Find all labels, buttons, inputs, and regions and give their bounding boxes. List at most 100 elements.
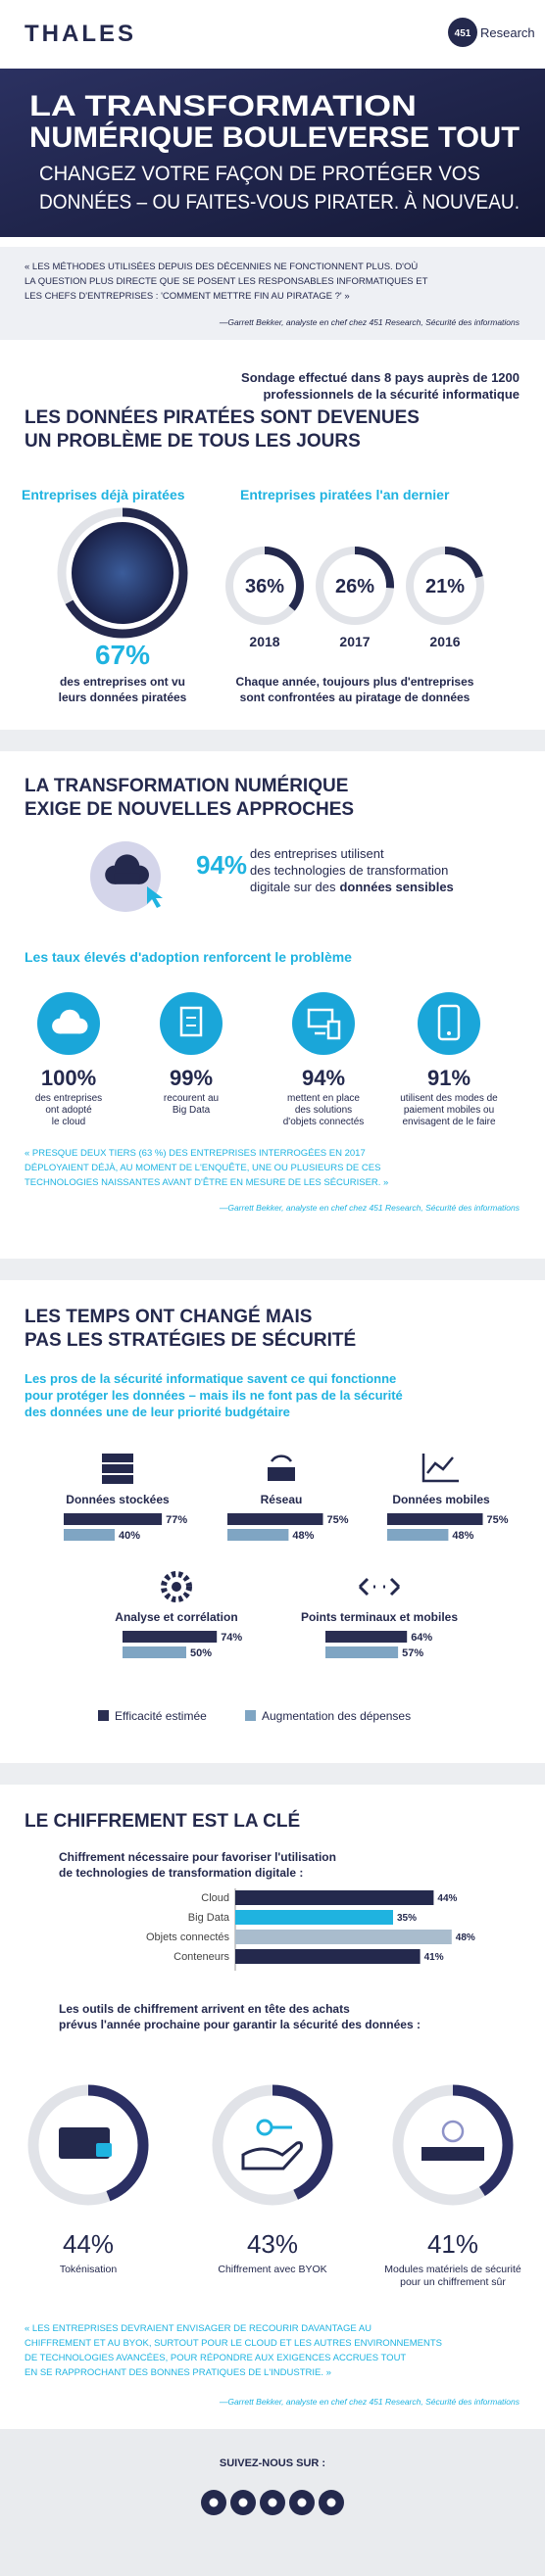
bar-label: 64% bbox=[411, 1632, 432, 1644]
adoption-caption: utilisent des modes de bbox=[400, 1093, 498, 1104]
year-label: 2017 bbox=[339, 634, 370, 649]
icon bbox=[421, 1454, 459, 1483]
bar bbox=[227, 1529, 289, 1541]
subtitle: DONNÉES – OU FAITES-VOUS PIRATER. À NOUV… bbox=[39, 191, 520, 214]
section-heading: LE CHIFFREMENT EST LA CLÉ bbox=[25, 1810, 300, 1832]
divider bbox=[0, 1259, 545, 1280]
quote-line: LES CHEFS D'ENTREPRISES : 'COMMENT METTR… bbox=[25, 291, 350, 302]
partner-badge-text: 451 bbox=[455, 28, 471, 39]
bar bbox=[235, 1890, 434, 1905]
bar bbox=[123, 1646, 186, 1658]
legend-swatch bbox=[245, 1710, 256, 1721]
sub-heading: Entreprises déjà piratées bbox=[22, 487, 185, 502]
bar bbox=[235, 1910, 393, 1925]
section-heading: LA TRANSFORMATION NUMÉRIQUE bbox=[25, 775, 348, 796]
quote-line: « LES ENTREPRISES DEVRAIENT ENVISAGER DE… bbox=[25, 2323, 372, 2334]
bar-label: 48% bbox=[456, 1932, 475, 1943]
section-heading: LES DONNÉES PIRATÉES SONT DEVENUES bbox=[25, 406, 420, 428]
quote-source: —Garrett Bekker, analyste en chef chez 4… bbox=[219, 1203, 520, 1213]
bar-label: 75% bbox=[487, 1514, 509, 1526]
quote-line: CHIFFREMENT ET AU BYOK, SURTOUT POUR LE … bbox=[25, 2338, 442, 2349]
bar-label: 77% bbox=[166, 1514, 187, 1526]
adoption-caption: des entreprises bbox=[35, 1093, 102, 1104]
donut-arc bbox=[27, 2084, 149, 2206]
section-heading: EXIGE DE NOUVELLES APPROCHES bbox=[25, 799, 354, 820]
icon bbox=[268, 1467, 295, 1481]
quote-line: « PRESQUE DEUX TIERS (63 %) DES ENTREPRI… bbox=[25, 1148, 366, 1159]
bar-label: 41% bbox=[424, 1952, 444, 1963]
bar-label: 48% bbox=[292, 1530, 314, 1542]
intro-text: des données une de leur priorité budgéta… bbox=[25, 1405, 290, 1419]
bar-label: 50% bbox=[190, 1647, 212, 1659]
bar-label: 35% bbox=[397, 1913, 417, 1924]
bar bbox=[235, 1930, 452, 1944]
section-heading: PAS LES STRATÉGIES DE SÉCURITÉ bbox=[25, 1329, 356, 1351]
donut-arc bbox=[406, 547, 484, 625]
adoption-caption: envisagent de le faire bbox=[402, 1117, 496, 1127]
survey-note: professionnels de la sécurité informatiq… bbox=[263, 387, 520, 402]
chart-title: de technologies de transformation digita… bbox=[59, 1866, 303, 1880]
icon bbox=[358, 1577, 401, 1597]
icon-bg bbox=[160, 992, 223, 1055]
bar-label: 48% bbox=[452, 1530, 473, 1542]
bar bbox=[387, 1513, 483, 1525]
partner-badge bbox=[448, 18, 477, 47]
donut-label: 36% bbox=[245, 576, 284, 597]
adoption-caption: des solutions bbox=[295, 1105, 352, 1116]
banner bbox=[0, 69, 545, 237]
year-label: 2016 bbox=[429, 634, 460, 649]
social-glyph bbox=[238, 2498, 248, 2507]
bar bbox=[387, 1529, 449, 1541]
adoption-caption: mettent en place bbox=[287, 1093, 360, 1104]
social-glyph bbox=[209, 2498, 219, 2507]
icon-bg bbox=[292, 992, 355, 1055]
icon bbox=[147, 886, 163, 908]
category-label: Analyse et corrélation bbox=[115, 1610, 237, 1624]
quote-line: TECHNOLOGIES NAISSANTES AVANT D'ÊTRE EN … bbox=[25, 1177, 388, 1188]
survey-note: Sondage effectué dans 8 pays auprès de 1… bbox=[241, 370, 520, 385]
partner-name: Research bbox=[480, 25, 535, 40]
icon bbox=[172, 1582, 181, 1592]
title: LA TRANSFORMATION bbox=[29, 90, 417, 122]
bar-label: 75% bbox=[327, 1514, 349, 1526]
bar bbox=[227, 1513, 323, 1525]
legend-label: Efficacité estimée bbox=[115, 1709, 207, 1723]
intro-text: Les pros de la sécurité informatique sav… bbox=[25, 1371, 396, 1386]
icon-bg bbox=[418, 992, 480, 1055]
donut-arc bbox=[316, 547, 394, 625]
bar-label: 40% bbox=[119, 1530, 140, 1542]
quote-line: « LES MÉTHODES UTILISÉES DEPUIS DES DÉCE… bbox=[25, 262, 418, 272]
intro-text: pour protéger les données – mais ils ne … bbox=[25, 1388, 403, 1403]
tool-label: Chiffrement avec BYOK bbox=[218, 2264, 326, 2275]
section-heading: LES TEMPS ONT CHANGÉ MAIS bbox=[25, 1306, 312, 1327]
chart-title: Chiffrement nécessaire pour favoriser l'… bbox=[59, 1850, 336, 1864]
big-percent: 67% bbox=[95, 640, 150, 670]
caption: des entreprises ont vu bbox=[60, 675, 185, 689]
globe bbox=[72, 522, 173, 624]
icon bbox=[447, 1031, 451, 1035]
subtitle: CHANGEZ VOTRE FAÇON DE PROTÉGER VOS bbox=[39, 163, 480, 185]
caption: sont confrontées au piratage de données bbox=[240, 691, 471, 704]
adoption-percent: 94% bbox=[302, 1066, 345, 1090]
caption: Chaque année, toujours plus d'entreprise… bbox=[236, 675, 474, 689]
caption: leurs données piratées bbox=[59, 691, 187, 704]
tool-percent: 41% bbox=[427, 2229, 478, 2259]
divider bbox=[0, 730, 545, 751]
title: NUMÉRIQUE BOULEVERSE TOUT bbox=[29, 120, 520, 154]
adoption-percent: 100% bbox=[41, 1066, 96, 1090]
adoption-caption: paiement mobiles ou bbox=[404, 1105, 494, 1116]
sub-heading: Entreprises piratées l'an dernier bbox=[240, 487, 450, 502]
social-glyph bbox=[268, 2498, 277, 2507]
icon bbox=[307, 1008, 334, 1028]
donut-arc bbox=[392, 2084, 514, 2206]
icon bbox=[179, 1006, 203, 1037]
bar bbox=[235, 1949, 421, 1964]
category-label: Données stockées bbox=[66, 1493, 170, 1506]
quote-source: —Garrett Bekker, analyste en chef chez 4… bbox=[219, 317, 520, 327]
section-heading: UN PROBLÈME DE TOUS LES JOURS bbox=[25, 430, 361, 452]
category-label: Données mobiles bbox=[392, 1493, 490, 1506]
adoption-caption: le cloud bbox=[52, 1117, 85, 1127]
category-label: Conteneurs bbox=[173, 1951, 229, 1963]
quote-box bbox=[0, 247, 545, 340]
